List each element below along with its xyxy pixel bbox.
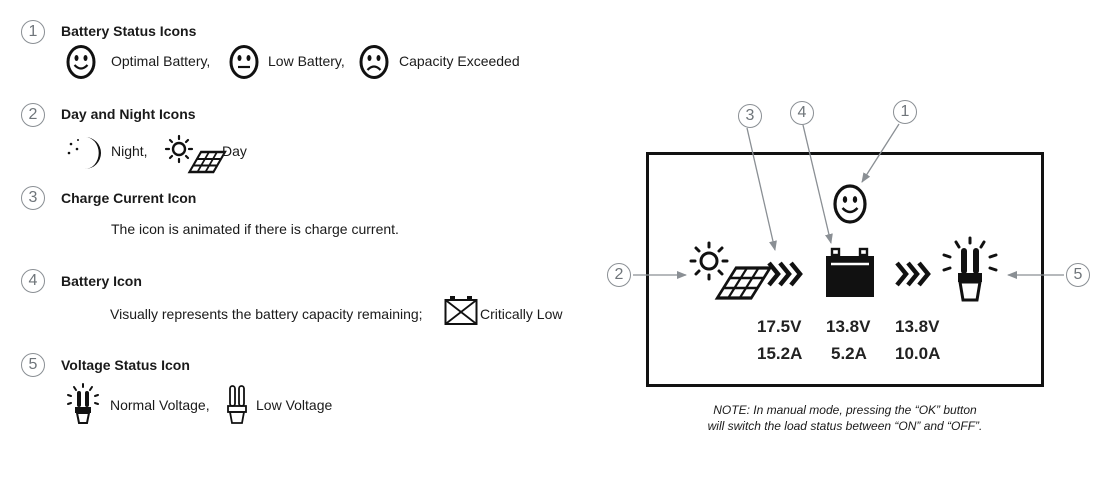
charge-current-arrows-icon: [767, 261, 803, 287]
load-bulb-icon: [942, 236, 998, 302]
callout-4: 4: [790, 101, 814, 125]
legend-number-1: 1: [21, 20, 45, 44]
low-voltage-label: Low Voltage: [256, 397, 333, 413]
night-label: Night,: [111, 143, 148, 159]
charge-current-description: The icon is animated if there is charge …: [111, 221, 399, 237]
legend-title-day-night: Day and Night Icons: [61, 106, 196, 122]
battery-icon: [826, 247, 874, 297]
legend-title-battery-icon: Battery Icon: [61, 273, 142, 289]
load-voltage-value: 13.8V: [895, 317, 940, 336]
critically-low-battery-icon: [444, 296, 478, 325]
day-icon: [164, 134, 227, 174]
critically-low-label: Critically Low: [480, 306, 563, 322]
battery-voltage-value: 13.8V: [826, 317, 871, 336]
legend-number-2: 2: [21, 103, 45, 127]
solar-current-value: 15.2A: [757, 344, 803, 363]
load-output-arrows-icon: [895, 261, 931, 287]
battery-current-value: 5.2A: [831, 344, 867, 363]
night-icon: [67, 137, 101, 169]
low-voltage-icon: [227, 385, 247, 424]
low-battery-label: Low Battery,: [268, 53, 345, 69]
optimal-battery-icon: [66, 45, 96, 79]
legend-title-battery-status: Battery Status Icons: [61, 23, 197, 39]
legend-title-voltage-status: Voltage Status Icon: [61, 357, 190, 373]
lcd-display-frame: [646, 152, 1044, 387]
legend-number-4: 4: [21, 269, 45, 293]
callout-3: 3: [738, 104, 762, 128]
capacity-exceeded-icon: [359, 45, 389, 79]
battery-icon-description: Visually represents the battery capacity…: [110, 306, 423, 322]
normal-voltage-label: Normal Voltage,: [110, 397, 210, 413]
low-battery-icon: [229, 45, 259, 79]
legend-title-charge-current: Charge Current Icon: [61, 190, 197, 206]
normal-voltage-icon: [67, 383, 99, 424]
load-current-value: 10.0A: [895, 344, 941, 363]
manual-mode-note-line-2: will switch the load status between “ON”…: [707, 419, 983, 433]
callout-1: 1: [893, 100, 917, 124]
optimal-battery-label: Optimal Battery,: [111, 53, 211, 69]
solar-voltage-value: 17.5V: [757, 317, 802, 336]
battery-status-smiley-icon: [833, 184, 867, 224]
legend-number-5: 5: [21, 353, 45, 377]
day-label: Day: [222, 143, 247, 159]
legend-number-3: 3: [21, 186, 45, 210]
callout-2: 2: [607, 263, 631, 287]
solar-day-icon: [689, 241, 773, 300]
capacity-exceeded-label: Capacity Exceeded: [399, 53, 520, 69]
callout-5: 5: [1066, 263, 1090, 287]
manual-mode-note-line-1: NOTE: In manual mode, pressing the “OK” …: [713, 403, 977, 417]
